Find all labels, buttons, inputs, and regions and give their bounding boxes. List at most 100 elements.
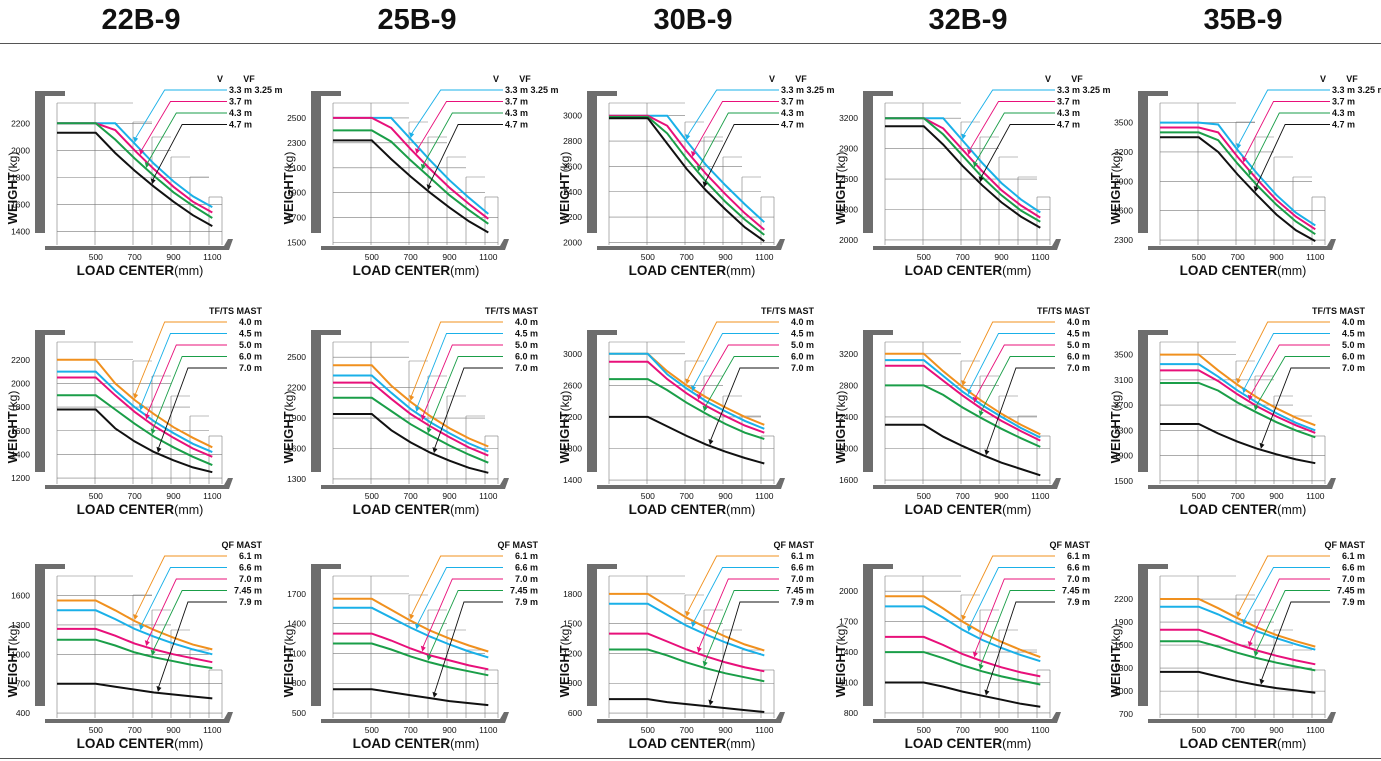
leader-arrow: [414, 148, 420, 155]
y-axis-title-main: WEIGHT: [557, 411, 572, 463]
series-line: [885, 117, 1041, 214]
y-tick-label: 2200: [11, 118, 30, 128]
leader-arrow: [708, 438, 714, 445]
chart-25B-9-0: 1500 1700 1900 2100 2300 2500 500 700 900 1100 WEI…: [281, 74, 559, 278]
legend-header: VF: [519, 74, 531, 84]
legend-leader: [1243, 333, 1330, 391]
x-tick-label: 900: [442, 491, 456, 501]
fork-frame: [1148, 712, 1336, 723]
legend-label: 4.5 m: [1342, 329, 1365, 339]
y-tick-label: 1800: [11, 172, 30, 182]
legend-label: 4.7 m: [781, 120, 804, 130]
legend-label: 7.9 m: [1067, 597, 1090, 607]
series-line: [609, 378, 765, 440]
fork-frame: [597, 239, 785, 250]
legend-leader: [421, 112, 503, 167]
leader-arrow: [133, 136, 139, 143]
y-axis-title: WEIGHT(kg): [557, 152, 572, 225]
series-line: [1160, 363, 1316, 432]
leader-arrow: [409, 132, 415, 139]
legend-leader: [962, 89, 1055, 137]
x-axis-title-main: LOAD CENTER: [629, 736, 727, 751]
y-tick-label: 2500: [287, 352, 306, 362]
legend-leader: [973, 112, 1055, 165]
legend-leader: [686, 89, 779, 138]
model-header-3: 30B-9: [653, 4, 733, 36]
leader-arrow: [972, 651, 978, 658]
legend-leader: [697, 578, 779, 650]
legend-header: TF/TS MAST: [1312, 306, 1365, 316]
y-tick-label: 2600: [563, 161, 582, 171]
fork-frame: [597, 712, 785, 723]
x-tick-label: 1100: [1306, 252, 1325, 262]
x-axis-title-main: LOAD CENTER: [1180, 502, 1278, 517]
legend-header: QF MAST: [498, 540, 539, 550]
legend-leader: [697, 112, 779, 169]
legend-label: 6.0 m: [1067, 352, 1090, 362]
x-tick-label: 700: [956, 252, 970, 262]
model-header-4: 32B-9: [928, 4, 1008, 36]
y-axis-title-unit: (kg): [558, 625, 572, 646]
y-tick-label: 1500: [1114, 476, 1133, 486]
series-line: [57, 131, 213, 227]
x-tick-label: 1100: [1306, 491, 1325, 501]
leader-arrow: [144, 640, 150, 647]
x-tick-label: 500: [641, 725, 655, 735]
leader-arrow: [978, 410, 984, 417]
legend-leader: [157, 601, 227, 690]
y-tick-label: 1700: [287, 213, 306, 223]
legend-leader: [1254, 124, 1330, 190]
legend-label: 7.45 m: [510, 586, 538, 596]
legend-leader: [416, 101, 503, 152]
y-axis-title-main: WEIGHT: [557, 172, 572, 224]
legend-leader: [1260, 601, 1330, 682]
mast-frame: [311, 91, 341, 233]
leader-arrow: [696, 165, 702, 172]
legend-leader: [985, 367, 1055, 453]
y-axis-title-main: WEIGHT: [5, 411, 20, 463]
model-header-2: 25B-9: [377, 4, 457, 36]
y-axis-title-unit: (kg): [834, 625, 848, 646]
legend-label: 7.0 m: [1342, 574, 1365, 584]
x-tick-label: 500: [641, 252, 655, 262]
mast-frame: [863, 564, 893, 706]
chart-22B-9-2: 400 700 1000 1300 1600 500 700 900 1100 WEIGHT(kg…: [5, 540, 262, 751]
x-tick-label: 500: [1192, 491, 1206, 501]
y-tick-label: 3200: [839, 349, 858, 359]
legend-leader: [686, 555, 779, 614]
legend-leader: [433, 367, 503, 451]
x-axis-title-main: LOAD CENTER: [629, 263, 727, 278]
y-tick-label: 2300: [1114, 425, 1133, 435]
legend-label: 4.7 m: [505, 120, 528, 130]
legend-label: 6.6 m: [1067, 563, 1090, 573]
legend-label: 7.0 m: [1067, 574, 1090, 584]
mast-frame: [863, 330, 893, 472]
x-axis-title-unit: (mm): [726, 503, 755, 517]
legend-leader: [968, 101, 1055, 153]
x-axis-title-unit: (mm): [726, 737, 755, 751]
y-tick-label: 2200: [11, 355, 30, 365]
y-axis-title-main: WEIGHT: [281, 172, 296, 224]
leader-arrow: [133, 614, 139, 621]
legend-label: 3.3 m 3.25 m: [229, 85, 283, 95]
legend-leader: [703, 356, 779, 409]
y-tick-label: 3500: [1114, 118, 1133, 128]
x-tick-label: 500: [917, 252, 931, 262]
legend-label: 7.45 m: [786, 586, 814, 596]
legend-leader: [427, 124, 503, 188]
x-tick-label: 900: [1269, 252, 1283, 262]
y-axis-title-unit: (kg): [6, 391, 20, 412]
x-axis-title-unit: (mm): [450, 737, 479, 751]
legend-leader: [1254, 590, 1330, 654]
legend-label: 7.45 m: [234, 586, 262, 596]
x-tick-label: 500: [89, 252, 103, 262]
leader-arrow: [426, 654, 432, 661]
x-tick-label: 1100: [1031, 252, 1050, 262]
legend-label: 7.0 m: [515, 574, 538, 584]
y-tick-label: 800: [844, 708, 858, 718]
legend-leader: [968, 567, 1055, 629]
y-axis-title-unit: (kg): [1109, 391, 1123, 412]
y-tick-label: 1200: [11, 473, 30, 483]
